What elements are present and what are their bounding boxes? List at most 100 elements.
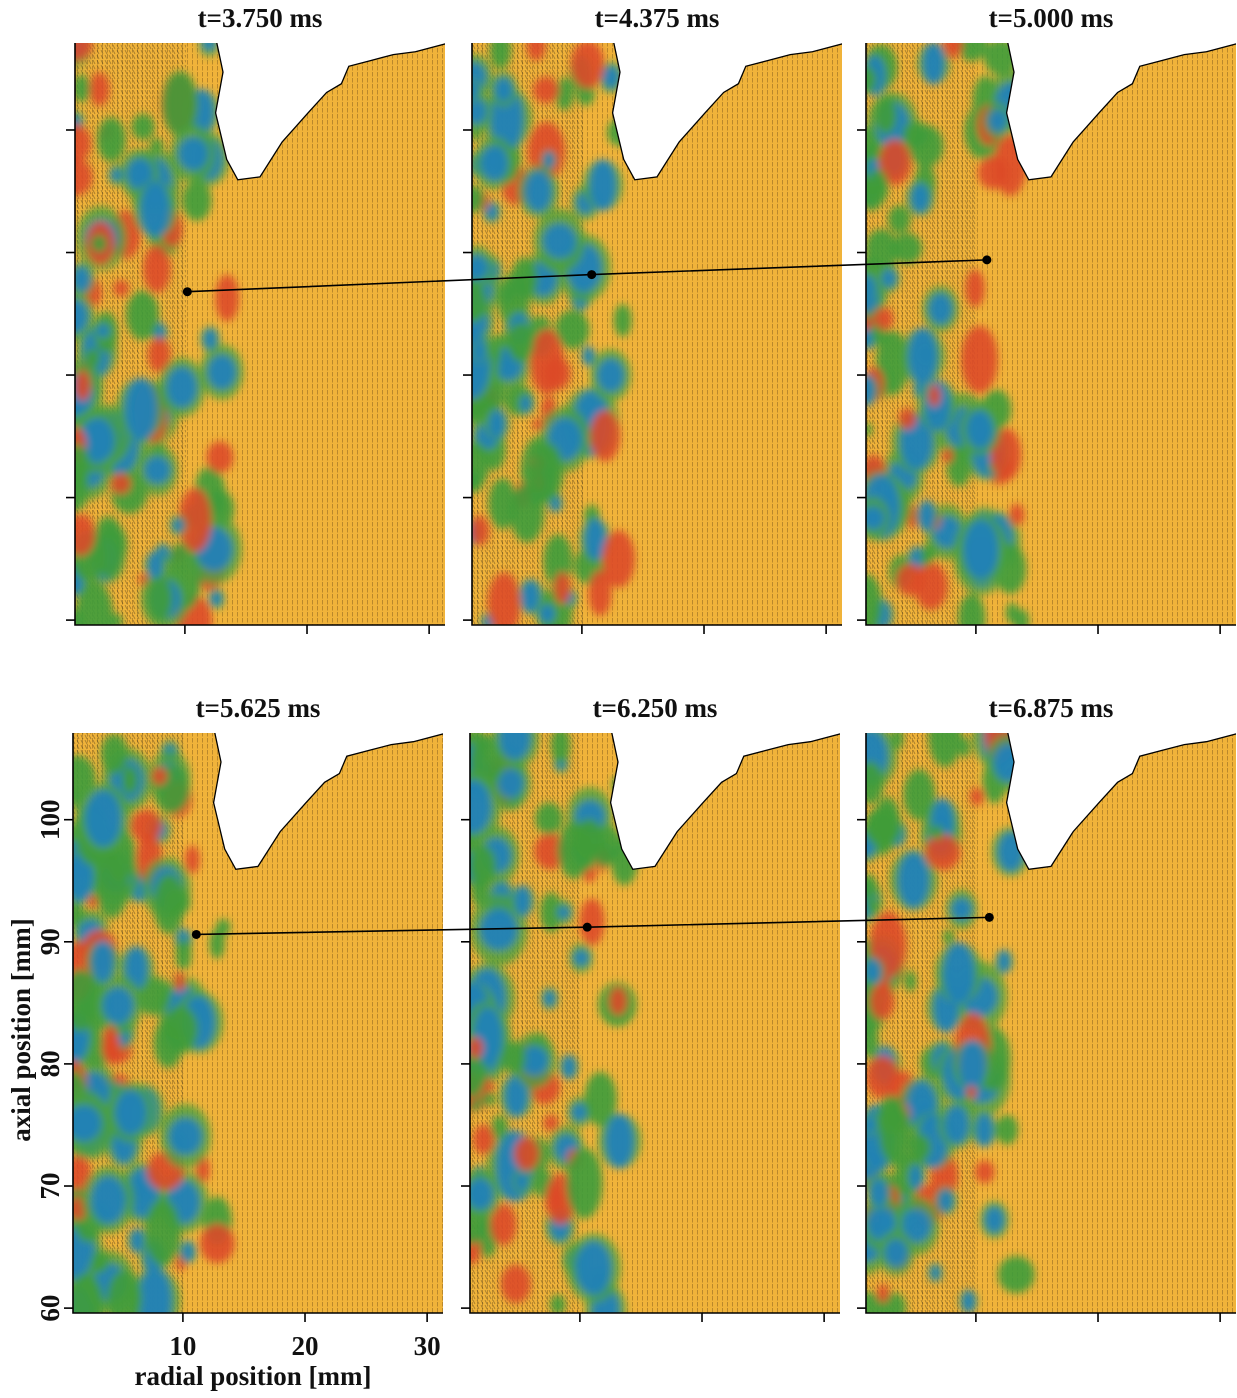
vortex-blob xyxy=(867,169,888,205)
vortex-blob xyxy=(152,767,168,785)
vortex-blob xyxy=(898,852,930,908)
y-tick-label: 90 xyxy=(35,928,65,955)
vortex-blob xyxy=(998,950,1011,973)
vortex-blob xyxy=(90,72,110,105)
vortex-blob xyxy=(473,1125,495,1154)
tracked-vortex xyxy=(192,930,201,939)
vortex-blob xyxy=(866,898,878,914)
vortex-blob xyxy=(864,807,901,847)
vortex-blob xyxy=(959,1040,986,1091)
vortex-blob xyxy=(875,97,896,134)
vortex-blob xyxy=(172,519,183,532)
vortex-blob xyxy=(503,1041,526,1074)
vortex-blob xyxy=(91,235,107,253)
vortex-blob xyxy=(921,548,932,566)
vortex-blob xyxy=(542,223,576,258)
vortex-blob xyxy=(97,117,126,162)
vortex-blob xyxy=(944,1105,969,1144)
vortex-blob xyxy=(928,704,961,767)
vortex-blob xyxy=(514,885,530,916)
panel xyxy=(48,727,447,1339)
vortex-blob xyxy=(896,564,924,596)
vortex-blob xyxy=(923,42,945,85)
vortex-blob xyxy=(597,358,624,392)
y-tick-label: 100 xyxy=(35,799,65,840)
vortex-blob xyxy=(533,419,544,431)
vortex-blob xyxy=(996,1115,1018,1145)
tracked-vortex xyxy=(982,255,991,264)
vortex-blob xyxy=(131,1228,144,1252)
vortex-blob xyxy=(91,1250,109,1273)
vortex-blob xyxy=(91,1176,126,1224)
vortex-blob xyxy=(466,254,489,280)
vortex-blob xyxy=(207,354,236,389)
vortex-blob xyxy=(140,181,170,237)
vortex-blob xyxy=(571,40,604,88)
vortex-blob xyxy=(905,971,917,991)
vortex-blob xyxy=(132,114,155,140)
vortex-blob xyxy=(544,151,554,168)
vortex-blob xyxy=(943,943,975,1004)
panel-title: t=5.000 ms xyxy=(989,3,1114,33)
vortex-blob xyxy=(938,1189,953,1212)
vortex-blob xyxy=(943,29,963,58)
vortex-blob xyxy=(480,145,508,181)
vortex-blob xyxy=(499,716,531,760)
vortex-blob xyxy=(962,1290,974,1313)
vortex-blob xyxy=(488,409,505,438)
vortex-blob xyxy=(126,291,159,340)
panel-title: t=4.375 ms xyxy=(595,3,720,33)
panel-title: t=5.625 ms xyxy=(196,693,321,723)
vortex-blob xyxy=(206,441,233,472)
vortex-blob xyxy=(182,180,211,221)
vortex-blob xyxy=(490,31,511,69)
vortex-blob xyxy=(909,1164,922,1189)
vortex-blob xyxy=(566,1148,602,1219)
vortex-blob xyxy=(147,576,172,621)
vortex-blob xyxy=(473,340,486,363)
vortex-blob xyxy=(614,304,632,337)
x-tick-label: 20 xyxy=(292,1331,319,1361)
vortex-blob xyxy=(203,328,216,350)
vortex-blob xyxy=(174,972,185,992)
vortex-blob xyxy=(514,1137,539,1171)
vortex-blob xyxy=(1009,504,1024,526)
vortex-blob xyxy=(958,594,985,643)
vortex-blob xyxy=(211,591,223,606)
vortex-blob xyxy=(928,293,952,325)
tracked-vortex xyxy=(583,923,592,932)
vortex-blob xyxy=(557,906,570,919)
vortex-blob xyxy=(85,790,122,847)
vortex-blob xyxy=(975,1161,995,1184)
vortex-blob xyxy=(60,158,93,196)
vortex-blob xyxy=(130,810,161,842)
vortex-blob xyxy=(877,1284,889,1303)
vortex-blob xyxy=(95,853,129,918)
vortex-blob xyxy=(67,514,95,556)
y-tick-label: 60 xyxy=(35,1295,65,1322)
vortex-blob xyxy=(510,483,544,542)
vortex-blob xyxy=(539,604,555,623)
vortex-blob xyxy=(168,1117,202,1155)
vortex-blob xyxy=(113,280,128,296)
vortex-blob xyxy=(866,1056,899,1099)
vortex-blob xyxy=(882,269,897,288)
vortex-blob xyxy=(103,1026,118,1055)
vortex-blob xyxy=(1006,603,1019,624)
vortex-blob xyxy=(492,350,502,360)
tracked-vortex xyxy=(587,270,596,279)
vortex-blob xyxy=(144,456,171,484)
vortex-blob xyxy=(899,408,916,429)
vortex-blob xyxy=(185,846,200,874)
vortex-blob xyxy=(573,950,589,966)
vortex-blob xyxy=(145,1199,181,1266)
vortex-blob xyxy=(928,385,940,407)
vortex-blob xyxy=(884,1238,908,1267)
vortex-blob xyxy=(562,1055,575,1079)
vortex-blob xyxy=(590,410,620,461)
panel xyxy=(445,31,845,640)
vortex-blob xyxy=(111,169,123,182)
vortex-blob xyxy=(148,551,163,580)
vortex-blob xyxy=(92,940,114,983)
vortex-blob xyxy=(966,1086,976,1099)
